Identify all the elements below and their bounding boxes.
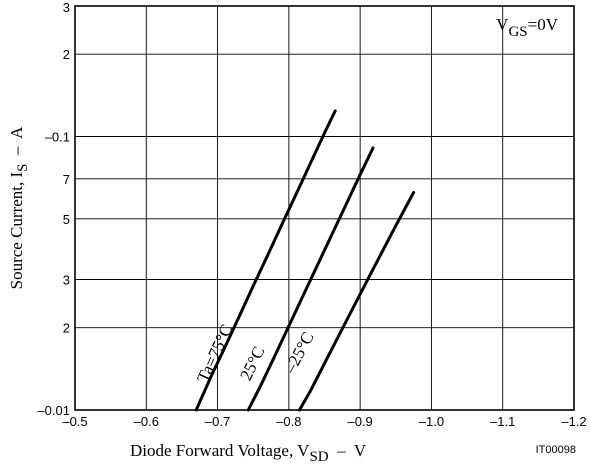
curves <box>194 109 416 412</box>
grid <box>74 5 575 411</box>
curve-labels: Ta=75°C 25°C –25°C <box>193 321 317 385</box>
vgs-annotation: VGS=0V <box>496 15 559 40</box>
x-tick-label: –1.1 <box>490 414 515 429</box>
x-tick-label: –0.7 <box>205 414 230 429</box>
x-tick-label: –0.6 <box>134 414 159 429</box>
x-tick-label: –0.8 <box>276 414 301 429</box>
y-tick-label: 5 <box>63 212 70 227</box>
x-tick-label: –1.2 <box>561 414 586 429</box>
series-label: Ta=75°C <box>193 321 236 385</box>
tick-labels: –0.5 –0.6 –0.7 –0.8 –0.9 –1.0 –1.1 –1.2 3 2 –0.1 7 5… <box>37 0 586 429</box>
x-tick-label: –0.5 <box>62 414 87 429</box>
x-tick-label: –1.0 <box>419 414 444 429</box>
figure-code: IT00098 <box>536 444 576 456</box>
series-curve <box>246 146 375 412</box>
y-tick-label: –0.01 <box>37 403 70 418</box>
y-tick-label: 3 <box>63 0 70 15</box>
y-tick-label: 2 <box>63 321 70 336</box>
series-curve <box>298 191 416 412</box>
y-tick-label: 3 <box>63 273 70 288</box>
x-axis-title: Diode Forward Voltage, VSD – V <box>130 441 367 465</box>
y-tick-label: 7 <box>63 172 70 187</box>
x-tick-label: –0.9 <box>347 414 372 429</box>
plot-frame <box>74 5 575 411</box>
y-tick-label: –0.1 <box>45 129 70 144</box>
y-axis-title: Source Current, IS – A <box>7 126 31 289</box>
y-tick-label: 2 <box>63 47 70 62</box>
series-curve <box>194 109 337 412</box>
